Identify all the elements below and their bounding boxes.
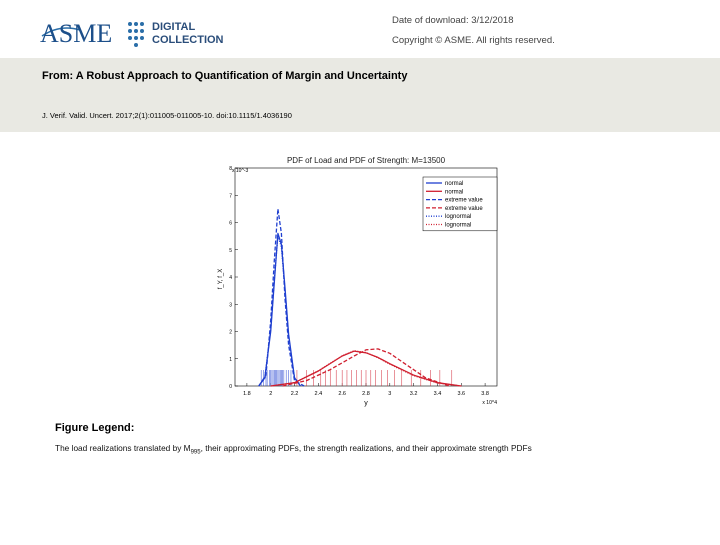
x-tick-label: 2.8	[362, 391, 370, 397]
x-multiplier-label: x 10^4	[482, 400, 497, 406]
article-header-band	[0, 58, 720, 132]
chart-title: PDF of Load and PDF of Strength: M=13500	[287, 156, 446, 165]
load-lognormal-curve	[258, 235, 302, 387]
x-tick-label: 3	[388, 391, 391, 397]
y-axis-label: f_Y, f_X	[218, 269, 224, 290]
x-axis-label: y	[364, 400, 368, 407]
y-tick-label: 1	[229, 357, 232, 363]
logo-asme-text: ASME	[40, 19, 112, 48]
y-tick-label: 6	[229, 221, 232, 227]
article-title: From: A Robust Approach to Quantificatio…	[42, 70, 408, 82]
x-tick-label: 2.6	[338, 391, 346, 397]
x-tick-label: 1.8	[243, 391, 251, 397]
legend-entry: normal	[445, 181, 463, 187]
y-tick-label: 4	[229, 275, 232, 281]
x-tick-label: 2	[269, 391, 272, 397]
article-citation: J. Verif. Valid. Uncert. 2017;2(1):01100…	[42, 111, 292, 120]
load-extreme-value-curve	[258, 208, 305, 387]
logo-digital-text: DIGITAL	[152, 21, 195, 33]
legend-entry: normal	[445, 189, 463, 195]
x-tick-label: 2.2	[291, 391, 299, 397]
legend-entry: lognormal	[445, 214, 471, 220]
x-tick-label: 2.4	[315, 391, 323, 397]
date-of-download: Date of download: 3/12/2018	[392, 15, 514, 26]
plot-area	[234, 167, 498, 387]
caption-subscript: 995	[190, 449, 201, 456]
caption-text-post: , their approximating PDFs, the strength…	[200, 443, 532, 453]
load-normal-curve	[258, 232, 302, 387]
figure-legend-heading: Figure Legend:	[55, 422, 135, 434]
y-tick-label: 8	[229, 166, 232, 172]
legend-entry: lognormal	[445, 223, 471, 229]
x-tick-label: 3.8	[481, 391, 489, 397]
y-tick-label: 2	[229, 330, 232, 336]
legend-entry: extreme value	[445, 206, 483, 212]
y-tick-label: 3	[229, 302, 232, 308]
asme-digital-collection-logo: ASME DIGITAL COLLECTION	[40, 14, 240, 50]
x-tick-label: 3.2	[410, 391, 418, 397]
y-tick-label: 7	[229, 193, 232, 199]
strength-lognormal-curve	[270, 350, 462, 387]
copyright-notice: Copyright © ASME. All rights reserved.	[392, 35, 555, 46]
strength-normal-curve	[270, 350, 462, 387]
figure-caption: The load realizations translated by M995…	[55, 443, 532, 456]
strength-extreme-value-curve	[282, 348, 450, 387]
legend-box	[422, 176, 498, 232]
x-tick-label: 3.6	[457, 391, 465, 397]
y-tick-label: 0	[229, 384, 232, 390]
y-multiplier-label: x 10^-3	[232, 168, 248, 174]
x-tick-label: 3.4	[434, 391, 442, 397]
legend-entry: extreme value	[445, 198, 483, 204]
y-tick-label: 5	[229, 248, 232, 254]
caption-text-pre: The load realizations translated by M	[55, 443, 191, 453]
logo-collection-text: COLLECTION	[152, 34, 224, 46]
